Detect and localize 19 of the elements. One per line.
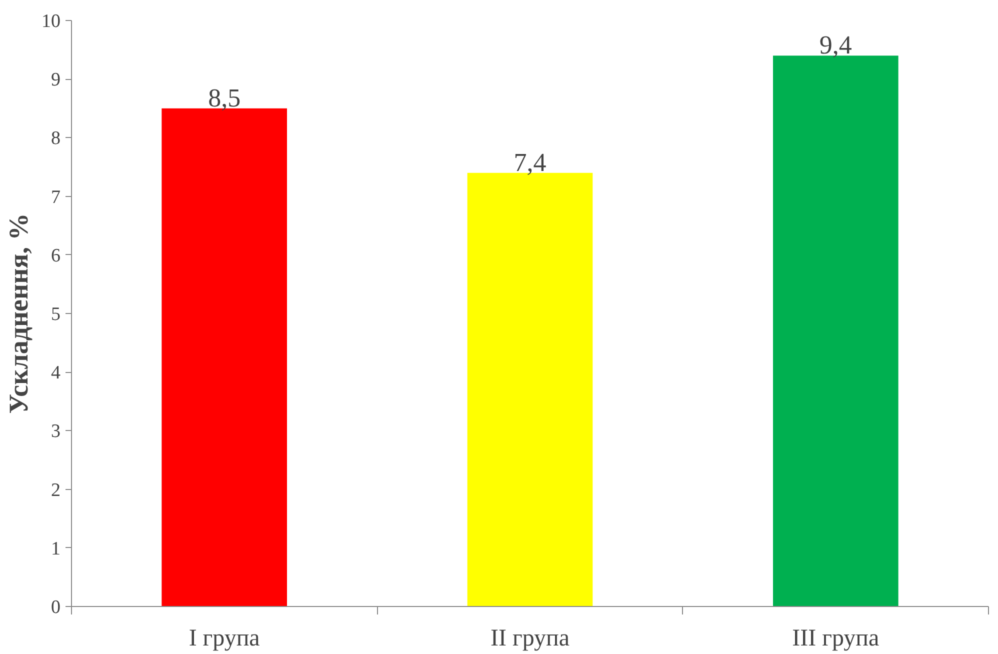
y-tick-label: 0 xyxy=(51,597,60,618)
x-tick-label: I група xyxy=(188,626,260,652)
y-tick-label: 2 xyxy=(51,480,60,501)
y-axis-title: Ускладнення, % xyxy=(4,213,34,414)
data-label: 7,4 xyxy=(514,148,546,177)
y-tick-label: 5 xyxy=(51,304,60,325)
y-tick-label: 8 xyxy=(51,128,60,150)
y-tick-label: 7 xyxy=(51,186,60,208)
y-tick-label: 6 xyxy=(51,245,60,266)
data-label: 8,5 xyxy=(208,83,241,112)
data-label: 9,4 xyxy=(819,30,852,60)
y-tick-label: 3 xyxy=(51,421,60,442)
y-tick-label: 9 xyxy=(51,70,60,91)
x-tick-label: II група xyxy=(490,626,570,652)
y-tick-label: 10 xyxy=(42,11,60,32)
x-tick-label: III група xyxy=(792,626,880,652)
bar xyxy=(773,56,898,606)
y-tick-label: 4 xyxy=(51,362,61,384)
y-tick-label: 1 xyxy=(51,538,60,560)
